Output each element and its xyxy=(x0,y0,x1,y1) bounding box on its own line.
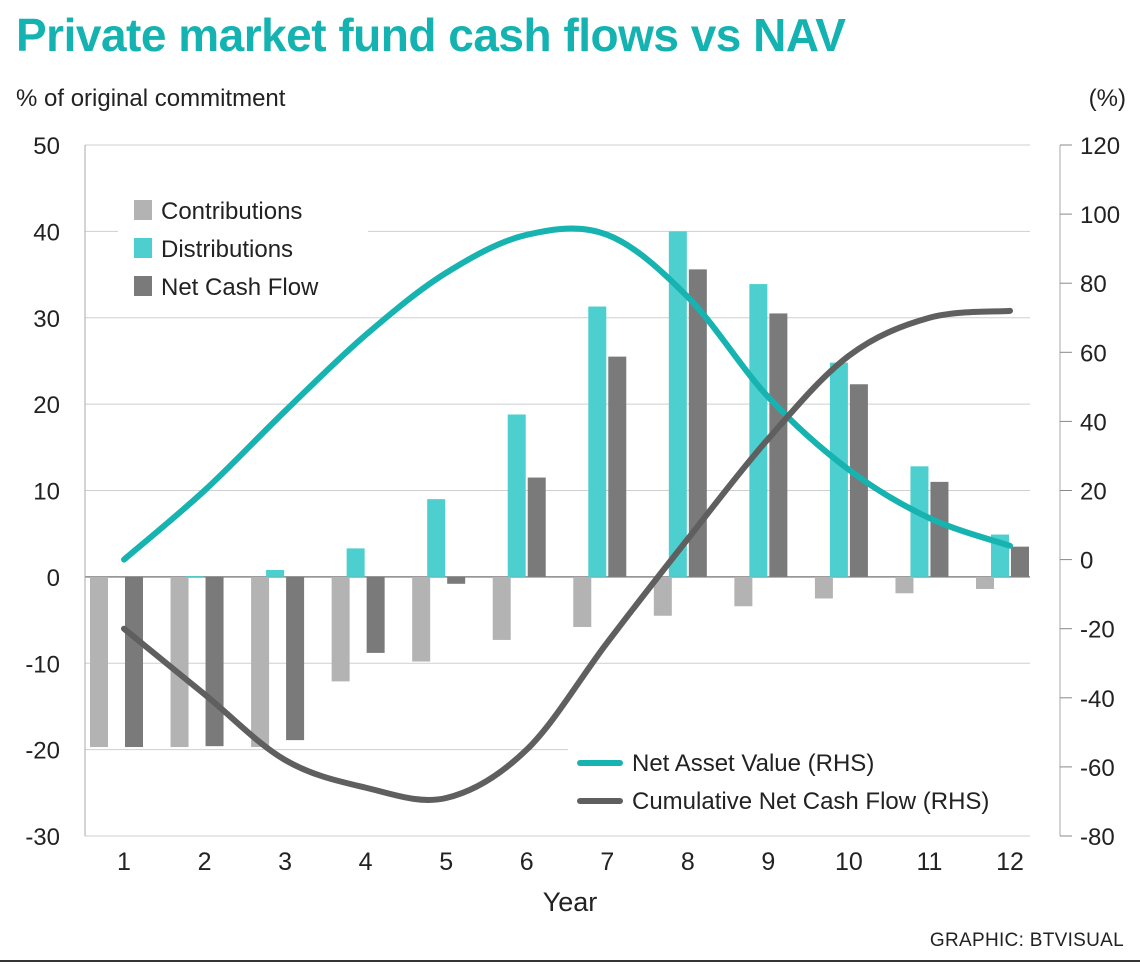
bar-net-cash-flow xyxy=(125,576,143,748)
x-tick-label: 6 xyxy=(520,848,534,876)
axes: -30 -20 -10 0 10 20 30 40 50 -80 -60 -40 -20 0 20 40 60 8… xyxy=(25,133,1120,917)
bar-contributions xyxy=(170,576,189,748)
chart-title: Private market fund cash flows vs NAV xyxy=(16,9,846,61)
bar-contributions xyxy=(492,576,511,640)
x-tick-label: 5 xyxy=(439,848,453,876)
y-tick-label-right: -60 xyxy=(1080,755,1115,782)
y-tick-label-right: 40 xyxy=(1080,409,1107,436)
legend-swatch xyxy=(134,200,152,220)
bar-distributions xyxy=(266,569,285,577)
y-tick-label-left: 10 xyxy=(33,479,60,506)
bar-contributions xyxy=(895,576,914,594)
bar-distributions xyxy=(588,306,607,577)
y-tick-label-left: 40 xyxy=(33,219,60,246)
bar-net-cash-flow xyxy=(366,576,385,653)
bar-net-cash-flow xyxy=(930,481,949,577)
x-tick-label: 10 xyxy=(835,848,863,876)
y-tick-label-right: 20 xyxy=(1080,479,1107,506)
y-axis-label-left: % of original commitment xyxy=(16,85,286,112)
bar-distributions xyxy=(668,231,687,577)
x-tick-label: 2 xyxy=(198,848,212,876)
y-tick-label-right: 0 xyxy=(1080,548,1093,575)
y-tick-label-left: 0 xyxy=(47,565,60,592)
bar-contributions xyxy=(976,576,994,589)
bar-contributions xyxy=(573,576,592,627)
y-tick-label-right: 80 xyxy=(1080,271,1107,298)
bar-distributions xyxy=(346,548,365,577)
lines xyxy=(121,225,1013,803)
x-tick-label: 12 xyxy=(996,848,1024,876)
x-tick-label: 7 xyxy=(600,848,614,876)
bar-contributions xyxy=(653,576,672,616)
credit-text: GRAPHIC: BTVISUAL xyxy=(929,930,1124,951)
bar-distributions xyxy=(829,362,848,577)
bar-contributions xyxy=(251,576,270,748)
x-tick-label: 3 xyxy=(278,848,292,876)
bar-net-cash-flow xyxy=(447,576,466,584)
y-tick-label-right: 120 xyxy=(1080,133,1120,160)
bar-distributions xyxy=(507,414,526,577)
bar-net-cash-flow xyxy=(1011,546,1029,577)
legend-label: Distributions xyxy=(161,236,293,263)
legend-swatch xyxy=(134,276,152,296)
y-tick-label-right: -20 xyxy=(1080,617,1115,644)
y-axis-label-right: (%) xyxy=(1088,85,1126,112)
bar-distributions xyxy=(749,284,768,577)
legend-label: Cumulative Net Cash Flow (RHS) xyxy=(632,788,989,815)
x-tick-label: 9 xyxy=(761,848,775,876)
bar-contributions xyxy=(90,576,108,748)
bar-net-cash-flow xyxy=(688,269,707,577)
bar-contributions xyxy=(331,576,350,682)
legend: Contributions Distributions Net Cash Flow N… xyxy=(118,195,1033,820)
x-tick-label: 1 xyxy=(117,848,131,876)
y-tick-label-left: -10 xyxy=(25,651,60,678)
y-tick-label-left: 30 xyxy=(33,306,60,333)
y-tick-label-left: 50 xyxy=(33,133,60,160)
bottom-divider xyxy=(0,960,1140,962)
bar-distributions xyxy=(910,466,929,577)
y-tick-label-left: -20 xyxy=(25,738,60,765)
legend-label: Net Cash Flow xyxy=(161,274,319,301)
legend-background xyxy=(568,740,1033,820)
line-net-asset-value-rhs xyxy=(121,225,1013,563)
y-tick-label-right: 100 xyxy=(1080,202,1120,229)
y-tick-label-right: -80 xyxy=(1080,824,1115,851)
bar-distributions xyxy=(427,499,446,577)
x-tick-label: 4 xyxy=(359,848,373,876)
x-axis-label: Year xyxy=(543,887,598,917)
bar-net-cash-flow xyxy=(608,356,627,577)
y-tick-label-left: -30 xyxy=(25,824,60,851)
bars xyxy=(90,231,1029,748)
y-tick-label-left: 20 xyxy=(33,392,60,419)
y-tick-label-right: 60 xyxy=(1080,340,1107,367)
bar-contributions xyxy=(734,576,753,607)
y-tick-label-right: -40 xyxy=(1080,686,1115,713)
legend-label: Net Asset Value (RHS) xyxy=(632,750,874,777)
x-tick-label: 11 xyxy=(916,848,942,876)
bar-contributions xyxy=(412,576,431,662)
bar-contributions xyxy=(814,576,833,599)
bar-net-cash-flow xyxy=(769,313,788,577)
bar-net-cash-flow xyxy=(286,576,305,741)
legend-background xyxy=(118,195,368,313)
bar-net-cash-flow xyxy=(205,576,224,747)
legend-label: Contributions xyxy=(161,198,302,225)
legend-swatch xyxy=(134,238,152,258)
bar-net-cash-flow xyxy=(527,477,546,577)
bar-distributions xyxy=(185,576,204,577)
x-tick-label: 8 xyxy=(681,848,695,876)
line-cumulative-net-cash-flow-rhs xyxy=(121,307,1013,803)
